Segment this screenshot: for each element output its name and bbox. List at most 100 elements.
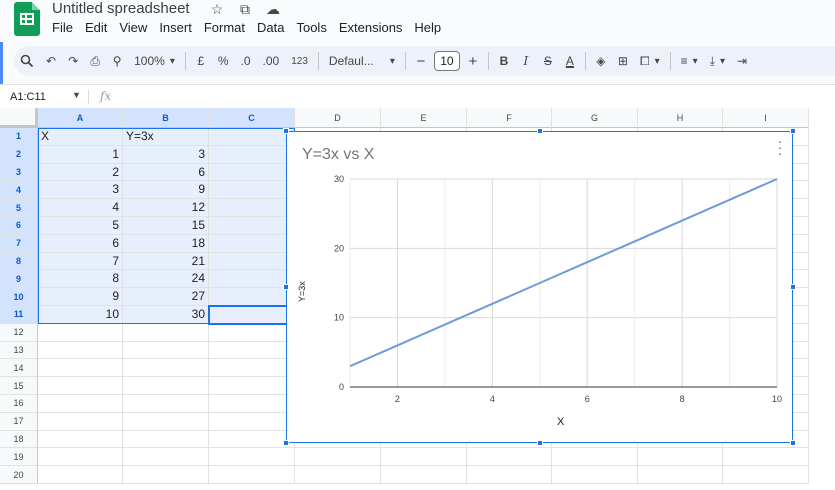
cell[interactable] <box>123 412 209 431</box>
row-header[interactable]: 17 <box>0 412 38 431</box>
italic-button[interactable]: I <box>523 54 529 68</box>
cell[interactable] <box>209 395 295 413</box>
cell[interactable]: 6 <box>123 163 209 182</box>
cell[interactable] <box>38 430 123 449</box>
cell[interactable] <box>38 341 123 360</box>
row-header[interactable]: 13 <box>0 341 38 360</box>
row-header[interactable]: 14 <box>0 359 38 378</box>
cell[interactable] <box>209 145 295 164</box>
cell[interactable] <box>209 412 295 431</box>
chevron-down-icon[interactable]: ▼ <box>72 90 81 100</box>
text-color-button[interactable]: A <box>565 54 574 68</box>
menu-view[interactable]: View <box>119 20 148 35</box>
row-header[interactable]: 19 <box>0 448 38 467</box>
cell[interactable]: 21 <box>123 252 209 271</box>
currency-format-button[interactable]: £ <box>197 54 205 68</box>
cell[interactable] <box>209 181 295 200</box>
cell[interactable] <box>638 466 723 484</box>
cell[interactable] <box>381 466 467 484</box>
row-header[interactable]: 16 <box>0 395 38 413</box>
cell[interactable]: 3 <box>123 145 209 164</box>
cell[interactable]: Y=3x <box>123 128 209 146</box>
cell[interactable] <box>723 448 809 467</box>
cell[interactable]: 9 <box>38 288 123 306</box>
zoom-select[interactable]: 100% <box>128 49 181 73</box>
column-header[interactable]: C <box>209 108 295 128</box>
row-header[interactable]: 5 <box>0 199 38 217</box>
cell[interactable] <box>123 448 209 467</box>
cell[interactable] <box>38 466 123 484</box>
cell[interactable] <box>209 341 295 360</box>
percent-format-button[interactable]: % <box>217 54 229 68</box>
row-header[interactable]: 8 <box>0 252 38 271</box>
row-header[interactable]: 10 <box>0 288 38 306</box>
horizontal-align-icon[interactable]: ≡ <box>675 49 704 73</box>
cell[interactable] <box>295 448 381 467</box>
column-header[interactable]: I <box>723 108 809 128</box>
cell[interactable] <box>209 234 295 253</box>
bold-button[interactable]: B <box>499 54 509 68</box>
menu-format[interactable]: Format <box>203 20 245 35</box>
cell[interactable]: 1 <box>38 145 123 164</box>
column-header[interactable]: F <box>467 108 552 128</box>
row-header[interactable]: 18 <box>0 430 38 449</box>
text-wrap-icon[interactable]: ⇥ <box>737 54 748 68</box>
menu-tools[interactable]: Tools <box>296 20 327 35</box>
cell[interactable]: 15 <box>123 217 209 235</box>
decrease-font-size-button[interactable]: − <box>416 52 426 70</box>
star-icon[interactable]: ☆ <box>210 1 224 17</box>
row-header[interactable]: 15 <box>0 377 38 395</box>
number-format-button[interactable]: 123 <box>291 55 308 67</box>
cell[interactable]: 5 <box>38 217 123 235</box>
cell[interactable] <box>123 377 209 395</box>
menu-edit[interactable]: Edit <box>84 20 108 35</box>
move-folder-icon[interactable]: ⧉ <box>240 1 250 17</box>
fill-color-icon[interactable]: ◈ <box>596 54 606 68</box>
cell[interactable]: 24 <box>123 270 209 289</box>
cell[interactable]: 4 <box>38 199 123 217</box>
row-header[interactable]: 20 <box>0 466 38 484</box>
row-header[interactable]: 6 <box>0 217 38 235</box>
cell[interactable]: 2 <box>38 163 123 182</box>
cell[interactable] <box>38 323 123 342</box>
column-header[interactable]: E <box>381 108 467 128</box>
column-header[interactable]: A <box>38 108 123 128</box>
merge-cells-icon[interactable]: ⧠ <box>634 49 666 73</box>
cell[interactable] <box>123 323 209 342</box>
resize-handle[interactable] <box>790 440 796 446</box>
column-header[interactable]: G <box>552 108 638 128</box>
cell[interactable] <box>38 377 123 395</box>
cell[interactable] <box>123 359 209 378</box>
cell[interactable] <box>123 466 209 484</box>
strikethrough-button[interactable]: S <box>543 54 552 68</box>
cell[interactable]: 6 <box>38 234 123 253</box>
cell[interactable]: X <box>38 128 123 146</box>
font-size-input[interactable]: 10 <box>433 51 460 71</box>
row-header[interactable]: 11 <box>0 306 38 324</box>
vertical-align-icon[interactable]: ⤓ <box>704 49 731 73</box>
cell[interactable] <box>123 395 209 413</box>
cell[interactable] <box>209 217 295 235</box>
menu-file[interactable]: File <box>52 20 73 35</box>
chart[interactable]: Y=3x vs X · · · Y=3x X 0 10 20 30 2 4 6 8 10 <box>283 128 796 446</box>
row-header[interactable]: 1 <box>0 128 38 146</box>
cell[interactable] <box>723 466 809 484</box>
cell[interactable]: 30 <box>123 306 209 324</box>
resize-handle[interactable] <box>790 284 796 290</box>
row-header[interactable]: 3 <box>0 163 38 182</box>
cell[interactable] <box>209 163 295 182</box>
cell[interactable]: 7 <box>38 252 123 271</box>
column-header[interactable]: H <box>638 108 723 128</box>
document-title[interactable]: Untitled spreadsheet <box>52 0 190 17</box>
print-icon[interactable]: ⎙ <box>90 53 100 68</box>
row-header[interactable]: 12 <box>0 323 38 342</box>
paint-format-icon[interactable]: ⚲ <box>112 54 122 68</box>
cell[interactable] <box>209 359 295 378</box>
row-header[interactable]: 4 <box>0 181 38 200</box>
more-options-icon[interactable]: · · · <box>777 133 783 161</box>
cell[interactable] <box>209 448 295 467</box>
cell[interactable] <box>467 448 552 467</box>
decrease-decimal-button[interactable]: .0 <box>240 54 251 68</box>
name-box[interactable]: A1:C11 <box>10 91 46 103</box>
cell[interactable] <box>209 377 295 395</box>
